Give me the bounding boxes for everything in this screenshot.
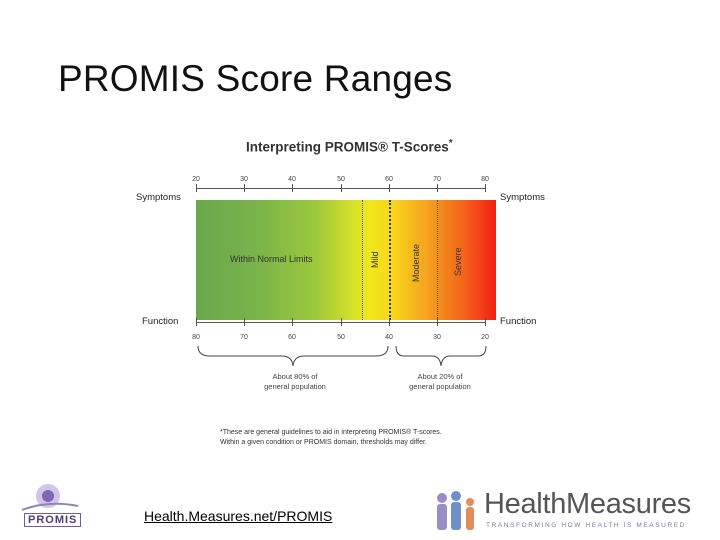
moderate-divider [437, 200, 438, 320]
symptoms-label-right: Symptoms [500, 192, 545, 203]
slide-title: PROMIS Score Ranges [58, 58, 453, 99]
function-tick-label: 70 [240, 334, 248, 341]
brace-right [395, 345, 487, 367]
zone-severe: Severe [453, 247, 463, 276]
footnote-line1: *These are general guidelines to aid in … [220, 429, 442, 436]
severity-gradient [196, 200, 496, 320]
symptoms-tick-label: 80 [481, 176, 489, 183]
axis-tick [341, 184, 342, 192]
population-right-line2: general population [409, 382, 471, 391]
axis-tick [292, 318, 293, 326]
people-icon [437, 491, 474, 530]
axis-tick [389, 318, 390, 326]
zone-moderate: Moderate [411, 243, 421, 282]
zone-mild: Mild [370, 251, 380, 268]
promis-logo-text: PROMIS [24, 513, 82, 527]
population-right: About 20% of general population [390, 372, 490, 392]
population-left: About 80% of general population [240, 372, 350, 392]
promis-link[interactable]: Health.Measures.net/PROMIS [144, 508, 333, 524]
symptoms-tick-label: 30 [240, 176, 248, 183]
healthmeasures-tagline: TRANSFORMING HOW HEALTH IS MEASURED [486, 522, 686, 529]
axis-tick [196, 184, 197, 192]
symptoms-tick-label: 40 [288, 176, 296, 183]
population-left-line1: About 80% of [272, 372, 318, 381]
axis-tick [341, 318, 342, 326]
promis-burst-icon [21, 484, 79, 511]
mild-divider [362, 200, 363, 320]
healthmeasures-wordmark: HealthMeasures [484, 488, 691, 520]
axis-tick [196, 318, 197, 326]
function-tick-label: 50 [337, 334, 345, 341]
zone-normal: Within Normal Limits [230, 254, 313, 264]
healthmeasures-logo: HealthMeasures TRANSFORMING HOW HEALTH I… [430, 486, 710, 534]
axis-tick [389, 184, 390, 192]
graphic-title-text: Interpreting PROMIS® T-Scores [246, 139, 449, 155]
footnote: *These are general guidelines to aid in … [220, 428, 500, 448]
symptoms-tick-label: 60 [385, 176, 393, 183]
normal-threshold [389, 200, 391, 320]
symptoms-tick-label: 50 [337, 176, 345, 183]
axis-tick [485, 184, 486, 192]
axis-tick [485, 318, 486, 326]
footnote-line2: Within a given condition or PROMIS domai… [220, 439, 427, 446]
graphic-title: Interpreting PROMIS® T-Scores* [246, 138, 453, 155]
function-tick-label: 30 [433, 334, 441, 341]
function-label-left: Function [142, 316, 179, 327]
function-tick-label: 20 [481, 334, 489, 341]
symptoms-tick-label: 20 [192, 176, 200, 183]
axis-tick [244, 184, 245, 192]
brace-left [197, 345, 389, 367]
function-tick-label: 60 [288, 334, 296, 341]
symptoms-tick-label: 70 [433, 176, 441, 183]
function-label-right: Function [500, 316, 537, 327]
axis-tick [437, 184, 438, 192]
title-footnote-mark: * [448, 138, 453, 149]
function-tick-label: 40 [385, 334, 393, 341]
function-tick-label: 80 [192, 334, 200, 341]
axis-tick [244, 318, 245, 326]
population-left-line2: general population [264, 382, 326, 391]
symptoms-label-left: Symptoms [136, 192, 181, 203]
population-right-line1: About 20% of [417, 372, 463, 381]
axis-tick [292, 184, 293, 192]
promis-logo: PROMIS [18, 478, 90, 530]
axis-tick [437, 318, 438, 326]
